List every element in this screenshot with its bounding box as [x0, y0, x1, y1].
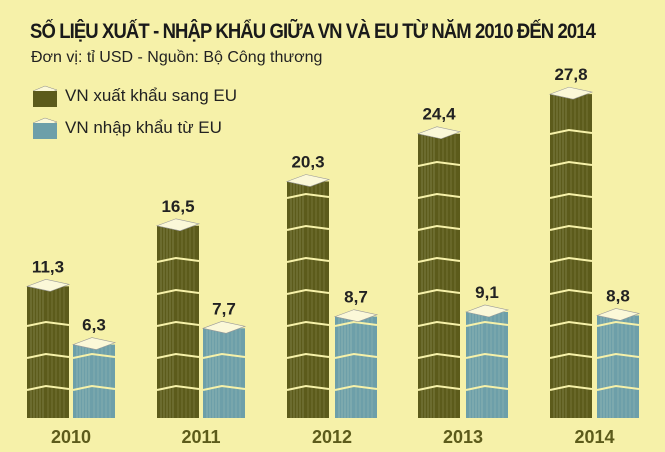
x-tick-label: 2012 [312, 427, 352, 447]
x-tick-label: 2010 [51, 427, 91, 447]
x-tick-label: 2011 [181, 427, 220, 447]
x-tick-label: 2014 [574, 427, 614, 447]
bar-import-2012 [333, 309, 379, 418]
data-label: 11,3 [32, 257, 64, 276]
bar-import-2013 [464, 304, 510, 418]
legend-item-export: VN xuất khẩu sang EU [31, 84, 237, 108]
bar-export-2011 [155, 218, 201, 418]
chart-subtitle: Đơn vị: tỉ USD - Nguồn: Bộ Công thương [31, 49, 323, 66]
data-label: 8,7 [344, 288, 368, 307]
bar-import-2014 [595, 308, 641, 418]
bar-export-2013 [416, 126, 462, 419]
data-label: 27,8 [554, 65, 587, 84]
export-container-icon [32, 85, 58, 107]
data-label: 16,5 [161, 197, 194, 216]
data-label: 24,4 [422, 105, 456, 124]
legend-label-import: VN nhập khẩu từ EU [65, 118, 222, 137]
data-label: 8,8 [606, 286, 630, 305]
bar-export-2010 [25, 279, 71, 418]
chart-title: SỐ LIỆU XUẤT - NHẬP KHẨU GIỮA VN VÀ EU T… [30, 20, 596, 43]
data-label: 20,3 [291, 153, 324, 172]
bar-import-2010 [71, 337, 117, 418]
data-label: 7,7 [212, 299, 236, 318]
import-container-icon [32, 117, 58, 139]
bar-import-2011 [201, 320, 247, 418]
legend-item-import: VN nhập khẩu từ EU [31, 116, 222, 140]
bar-export-2014 [548, 86, 594, 418]
data-label: 6,3 [82, 316, 106, 335]
legend-label-export: VN xuất khẩu sang EU [65, 86, 237, 105]
data-label: 9,1 [475, 283, 499, 302]
bar-export-2012 [285, 174, 331, 418]
x-tick-label: 2013 [443, 427, 483, 447]
